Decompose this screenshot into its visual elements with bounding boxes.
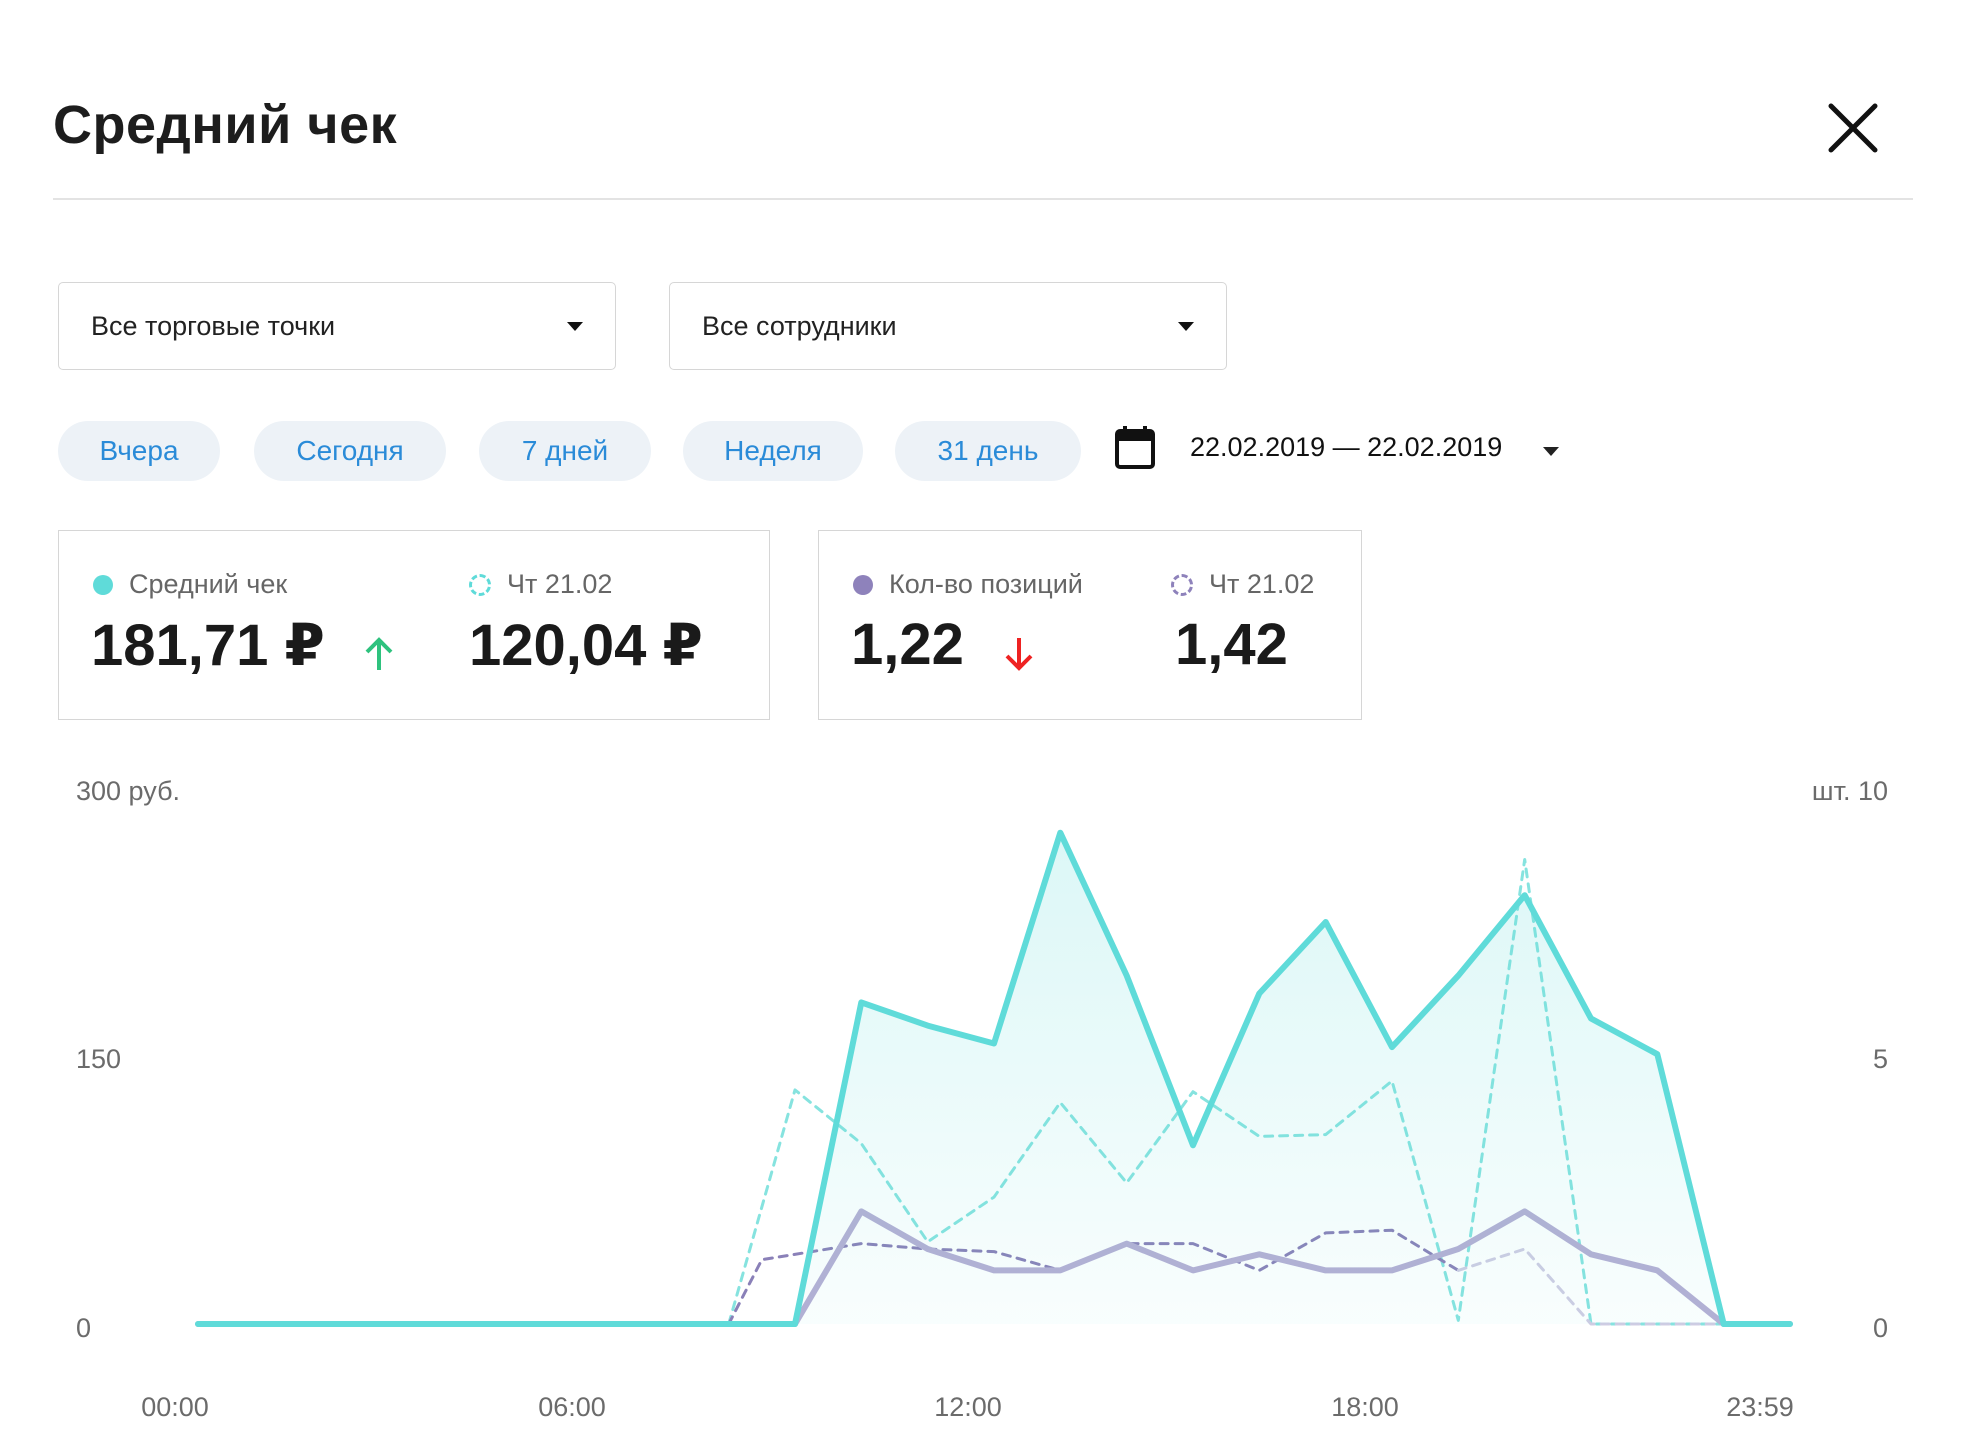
outlet-select[interactable]: Все торговые точки (58, 282, 616, 370)
items-count-compare-value: 1,42 (1175, 612, 1288, 677)
avg-check-area (198, 832, 1790, 1324)
trend-up-icon (365, 637, 393, 670)
items-count-label: Кол-во позиций (889, 569, 1083, 599)
employee-select-label: Все сотрудники (702, 310, 897, 341)
period-chip-yesterday[interactable]: Вчера (58, 421, 220, 481)
items-count-compare-label: Чт 21.02 (1209, 569, 1315, 599)
x-tick-label: 12:00 (934, 1392, 1002, 1422)
y-left-tick-label: 150 (76, 1044, 121, 1074)
compare-series-dot-icon (1171, 573, 1193, 596)
chevron-down-icon (567, 321, 583, 331)
outlet-select-label: Все торговые точки (91, 310, 336, 341)
series-line-0 (195, 829, 1793, 1327)
items-count-value: 1,22 (851, 612, 964, 677)
series-dot-icon (93, 574, 113, 595)
chevron-down-icon (1178, 321, 1194, 331)
period-chip-today[interactable]: Сегодня (254, 421, 446, 481)
period-chip-7-days[interactable]: 7 дней (479, 421, 651, 481)
avg-check-label: Средний чек (129, 569, 288, 599)
series-dot-icon (853, 574, 873, 595)
y-right-unit-label: шт. 10 (1812, 776, 1888, 806)
period-chip-week[interactable]: Неделя (683, 421, 863, 481)
y-right-tick-label: 5 (1873, 1044, 1888, 1074)
avg-check-value: 181,71 ₽ (91, 613, 325, 678)
date-range-value[interactable]: 22.02.2019 — 22.02.2019 (1190, 432, 1503, 462)
y-right-tick-label: 0 (1873, 1313, 1888, 1343)
x-tick-label: 06:00 (538, 1392, 606, 1422)
avg-check-stat-card: Средний чек 181,71 ₽ Чт 21.02 120,04 ₽ (58, 530, 770, 720)
header-divider (53, 198, 1913, 200)
compare-series-dot-icon (469, 573, 491, 596)
items-count-stat-card: Кол-во позиций 1,22 Чт 21.02 1,42 (818, 530, 1362, 720)
calendar-icon[interactable] (1114, 424, 1156, 470)
period-chip-31-days[interactable]: 31 день (895, 421, 1081, 481)
x-tick-label: 18:00 (1331, 1392, 1399, 1422)
close-icon[interactable] (1825, 100, 1881, 156)
date-range-chevron-icon[interactable] (1543, 447, 1559, 456)
modal-title: Средний чек (53, 95, 398, 155)
y-left-tick-label: 0 (76, 1313, 91, 1343)
avg-check-compare-label: Чт 21.02 (507, 569, 613, 599)
x-tick-label: 00:00 (141, 1392, 209, 1422)
avg-check-compare-value: 120,04 ₽ (469, 613, 703, 678)
x-tick-label: 23:59 (1726, 1392, 1794, 1422)
employee-select[interactable]: Все сотрудники (669, 282, 1227, 370)
trend-down-icon (1005, 638, 1033, 671)
y-left-unit-label: 300 руб. (76, 776, 180, 806)
